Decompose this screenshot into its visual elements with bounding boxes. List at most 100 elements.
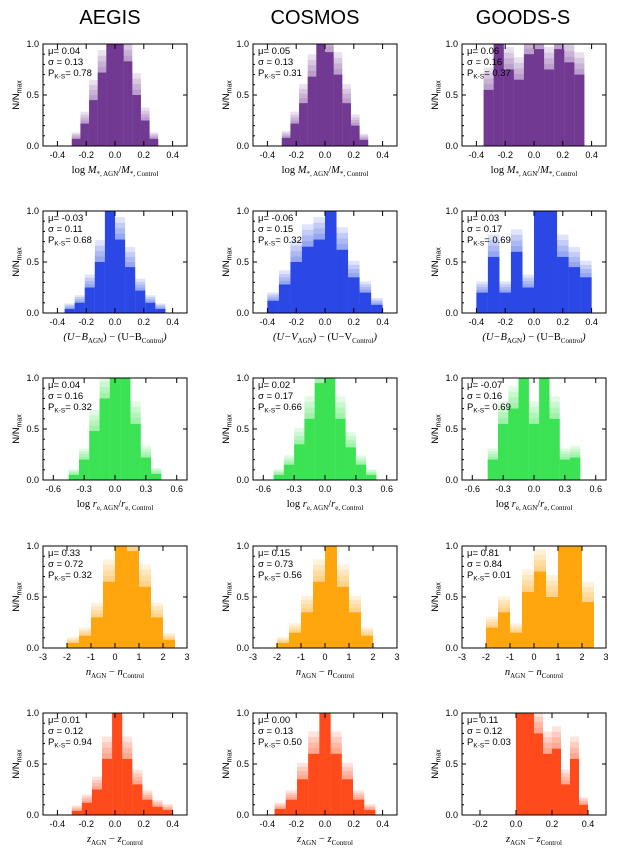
histogram-bar xyxy=(267,300,279,313)
x-tick-label: -0.6 xyxy=(465,484,481,494)
stat-sigma: σ = 0.17 xyxy=(258,391,293,402)
stat-pks-value: 0.50 xyxy=(283,737,302,748)
histogram-bar xyxy=(307,76,317,146)
stat-sigma: σ = 0.16 xyxy=(467,391,502,402)
stat-pks-eq: = xyxy=(65,737,73,748)
x-axis-label: log M*, AGN/M*, Control xyxy=(491,165,578,178)
y-tick-label: 0.0 xyxy=(236,475,249,485)
x-tick-label: 0.4 xyxy=(166,150,179,160)
y-axis-label-main: N/N xyxy=(430,595,441,612)
histogram-bar xyxy=(366,474,377,480)
histogram-bar xyxy=(342,103,351,146)
x-tick-label: 0.4 xyxy=(166,317,179,327)
x-axis-label: nAGN − nControl xyxy=(86,667,144,680)
stat-pks: PK-S= 0.78 xyxy=(48,68,92,81)
y-tick-label: 1.0 xyxy=(445,708,458,718)
x-tick-label: -0.3 xyxy=(76,484,92,494)
stat-sigma-value: 0.16 xyxy=(484,391,503,402)
histogram-bar xyxy=(68,474,79,480)
x-tick-label: 0.6 xyxy=(589,484,602,494)
histogram-bar xyxy=(67,642,79,648)
y-axis-label-main: N/N xyxy=(221,595,232,612)
x-axis-label-part: / xyxy=(118,165,121,176)
stat-mu-label: μ= xyxy=(467,548,481,559)
stat-sigma-label: σ = xyxy=(258,391,275,402)
stat-sigma-label: σ = xyxy=(48,391,65,402)
x-tick-label: -0.3 xyxy=(495,484,511,494)
x-tick-label: 3 xyxy=(603,652,608,662)
x-tick-label: 0.2 xyxy=(557,317,570,327)
stat-pks-sub: K-S xyxy=(473,241,485,248)
x-axis-label-part: M xyxy=(539,165,550,176)
x-axis-label-part: M xyxy=(506,165,517,176)
stat-sigma: σ = 0.16 xyxy=(48,391,83,402)
stat-sigma-label: σ = xyxy=(258,726,275,737)
bar-halo xyxy=(64,303,75,313)
histogram-bar xyxy=(333,74,343,146)
x-tick-label: 1 xyxy=(136,652,141,662)
histogram-bar xyxy=(348,277,360,313)
x-axis-label-part: n xyxy=(296,667,301,678)
x-axis-label-part: r xyxy=(303,499,308,510)
histogram-bar xyxy=(109,378,121,480)
stat-sigma-value: 0.15 xyxy=(275,224,294,235)
stat-sigma-label: σ = xyxy=(467,224,484,235)
x-tick-label: 0.4 xyxy=(166,819,179,829)
stat-mu: μ= 0.04 xyxy=(48,46,80,57)
stat-mu-value: 0.33 xyxy=(62,548,81,559)
histogram-bar xyxy=(103,581,115,648)
x-tick-label: 0 xyxy=(112,652,117,662)
stat-pks-label: P xyxy=(48,68,54,79)
x-tick-label: 0.2 xyxy=(348,317,361,327)
histogram-bar xyxy=(132,784,143,815)
histogram-bar xyxy=(142,799,153,815)
stat-sigma: σ = 0.72 xyxy=(48,559,83,570)
histogram-bar xyxy=(498,612,510,648)
x-tick-label: 0.4 xyxy=(582,819,595,829)
stat-pks: PK-S= 0.03 xyxy=(467,737,511,750)
y-axis-label-main: N/N xyxy=(430,260,441,277)
histogram-bar xyxy=(79,459,90,480)
histogram-bar xyxy=(120,378,131,480)
stat-mu: μ= 0.01 xyxy=(48,715,80,726)
histogram-bar xyxy=(350,125,360,146)
histogram-panel: 0.0 0.5 1.0 -0.4 -0.2 0.0 0.2 0.4 N/Nmax μ= -0.03… xyxy=(11,206,188,345)
x-axis-label: log M*, AGN/M*, Control xyxy=(72,165,159,178)
stat-pks-value: 0.69 xyxy=(492,402,511,413)
stat-pks-sub: K-S xyxy=(264,408,276,415)
histogram-bar xyxy=(319,713,331,815)
stat-pks-eq: = xyxy=(65,402,73,413)
histogram-panel: 0.0 0.5 1.0 -0.4 -0.2 0.0 0.2 0.4 N/Nmax μ= 0.01σ… xyxy=(11,708,188,847)
stat-sigma-value: 0.17 xyxy=(484,224,503,235)
x-tick-label: -0.2 xyxy=(497,150,513,160)
x-axis-label-part: n xyxy=(536,667,541,678)
x-axis-label-part: / xyxy=(328,499,331,510)
y-axis-label-sub: max xyxy=(227,582,234,596)
stat-pks-label: P xyxy=(258,737,264,748)
histogram-bar xyxy=(162,809,173,815)
x-axis-label-part: r xyxy=(121,499,126,510)
x-tick-label: -0.2 xyxy=(78,317,94,327)
stat-pks-value: 0.03 xyxy=(492,737,511,748)
stat-pks-eq: = xyxy=(484,68,492,79)
stat-mu-value: 0.01 xyxy=(62,715,81,726)
histogram-bar xyxy=(79,635,91,648)
y-axis-label: N/Nmax xyxy=(221,582,234,612)
stat-sigma-value: 0.13 xyxy=(275,57,294,68)
x-tick-label: 0.0 xyxy=(109,317,122,327)
histogram-bar xyxy=(140,457,151,480)
stat-pks-eq: = xyxy=(275,570,283,581)
histogram-bar xyxy=(336,249,349,313)
x-tick-label: -0.2 xyxy=(497,317,513,327)
y-tick-label: 0.0 xyxy=(26,475,39,485)
bar-halo xyxy=(274,802,286,815)
x-tick-label: 3 xyxy=(184,652,189,662)
x-axis-label-part: log xyxy=(72,165,88,176)
stat-pks: PK-S= 0.01 xyxy=(467,570,511,583)
x-axis-label-sub: *, AGN xyxy=(96,170,118,178)
x-axis-label-sub: e, Control xyxy=(335,504,363,512)
stat-sigma-value: 0.13 xyxy=(275,726,294,737)
x-tick-label: -2 xyxy=(63,652,71,662)
stat-pks-sub: K-S xyxy=(264,576,276,583)
